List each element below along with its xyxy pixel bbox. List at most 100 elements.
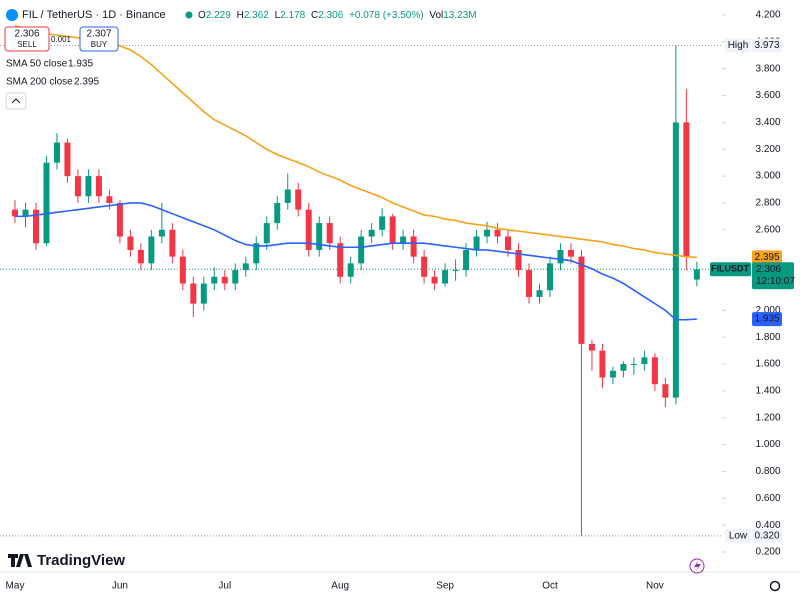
legend-sma50-value: 1.935: [68, 59, 93, 70]
candle-body: [683, 122, 690, 257]
candle-body: [368, 229, 375, 237]
candle-body: [190, 283, 197, 304]
candle-body: [22, 209, 29, 217]
y-tick-label: 3.200: [755, 144, 780, 155]
status-dot: [185, 11, 193, 19]
ohlc-header: O2.229 H2.362 L2.178 C2.306 +0.078 (+3.5…: [198, 10, 477, 21]
low-text: Low: [729, 531, 748, 542]
vol-value: 13.23M: [443, 10, 476, 21]
vol-label: Vol: [429, 10, 443, 21]
y-tick-label: 4.200: [755, 10, 780, 21]
high-tag: [752, 38, 782, 53]
candle-body: [473, 236, 480, 250]
candle-body: [85, 176, 92, 197]
brand: TradingView: [37, 552, 125, 569]
candle-body: [379, 216, 386, 230]
overlay: FIL / TetherUS · 1D · Binance O2.229 H2.…: [0, 9, 800, 592]
sma-line: [14, 24, 697, 259]
candle-body: [316, 223, 323, 250]
candle-body: [169, 229, 176, 257]
y-tick-label: 1.200: [755, 412, 780, 423]
candle-body: [505, 236, 512, 250]
candle-body: [43, 162, 50, 244]
events-bolt: [694, 561, 701, 571]
low-tag: [752, 528, 782, 543]
brand-logo: [8, 554, 32, 567]
candle-body: [200, 283, 207, 304]
high-text: High: [728, 40, 749, 51]
chart-title: FIL / TetherUS · 1D · Binance: [22, 9, 166, 21]
h-value: 2.362: [244, 10, 269, 21]
y-tick-label: 2.800: [755, 198, 780, 209]
y-tick-label: 0.200: [755, 547, 780, 558]
collapse-icon: [11, 98, 21, 104]
spread: 0.001: [51, 35, 72, 44]
y-tick-label: 1.600: [755, 359, 780, 370]
sell-button[interactable]: [4, 26, 50, 52]
sma50-tag-label: 1.935: [754, 314, 779, 325]
candle-body: [337, 243, 344, 277]
c-label: C: [311, 10, 318, 21]
candle-body: [274, 202, 281, 224]
events-icon[interactable]: [689, 558, 705, 574]
candle-body: [620, 364, 627, 371]
plot: 4.2004.0003.8003.6003.4003.2003.0002.800…: [0, 10, 795, 592]
sma200-tag-label: 2.395: [754, 252, 779, 263]
l-value: 2.178: [280, 10, 305, 21]
candle-body: [64, 142, 71, 177]
candle-body: [452, 270, 459, 272]
sma50-tag: [752, 312, 782, 327]
candle-body: [641, 357, 648, 365]
candle-body: [242, 263, 249, 271]
change: +0.078 (+3.50%): [349, 10, 424, 21]
settings-icon[interactable]: [769, 580, 781, 592]
y-tick-label: 3.000: [755, 171, 780, 182]
candle-body: [389, 216, 396, 244]
candle-body: [400, 236, 407, 244]
candle-body: [232, 270, 239, 284]
candle-body: [484, 229, 491, 237]
y-tick-label: 1.800: [755, 332, 780, 343]
candle-body: [421, 256, 428, 277]
symbol-tag: [710, 262, 751, 277]
candle-body: [358, 236, 365, 264]
high-text-box: [725, 38, 751, 53]
buy-button[interactable]: [79, 26, 119, 52]
candle-body: [137, 249, 144, 264]
candle-body: [12, 209, 18, 217]
candle-body: [431, 276, 438, 284]
candle-body: [305, 209, 312, 250]
o-value: 2.229: [206, 10, 231, 21]
candle-body: [32, 209, 39, 244]
y-tick-label: 1.400: [755, 386, 780, 397]
y-tick-label: 0.400: [755, 520, 780, 531]
candle-body: [158, 229, 165, 237]
candle-body: [494, 229, 501, 237]
symbol-tag-label: FILUSDT: [711, 264, 749, 274]
candle-body: [53, 142, 60, 163]
candle-body: [221, 276, 228, 284]
buy-label: BUY: [91, 40, 108, 49]
collapse-button[interactable]: [5, 92, 27, 110]
x-tick-label: May: [6, 581, 25, 592]
legend-sma200-value: 2.395: [74, 77, 99, 88]
candle-body: [263, 223, 270, 244]
candle-body: [284, 189, 291, 203]
sell-price: 2.306: [14, 29, 39, 40]
candle-body: [74, 176, 81, 197]
sell-label: SELL: [17, 40, 37, 49]
x-tick-label: Jun: [112, 581, 128, 592]
candle-body: [326, 223, 333, 244]
y-tick-label: 2.000: [755, 305, 780, 316]
candle-body: [116, 202, 123, 237]
y-tick-label: 2.600: [755, 224, 780, 235]
candle-body: [463, 249, 470, 271]
high-tag-label: 3.973: [754, 40, 779, 51]
candle-body: [526, 270, 533, 297]
candle-body: [599, 350, 606, 378]
candle-body: [148, 236, 155, 264]
x-tick-label: Sep: [436, 581, 454, 592]
y-tick-label: 3.800: [755, 63, 780, 74]
